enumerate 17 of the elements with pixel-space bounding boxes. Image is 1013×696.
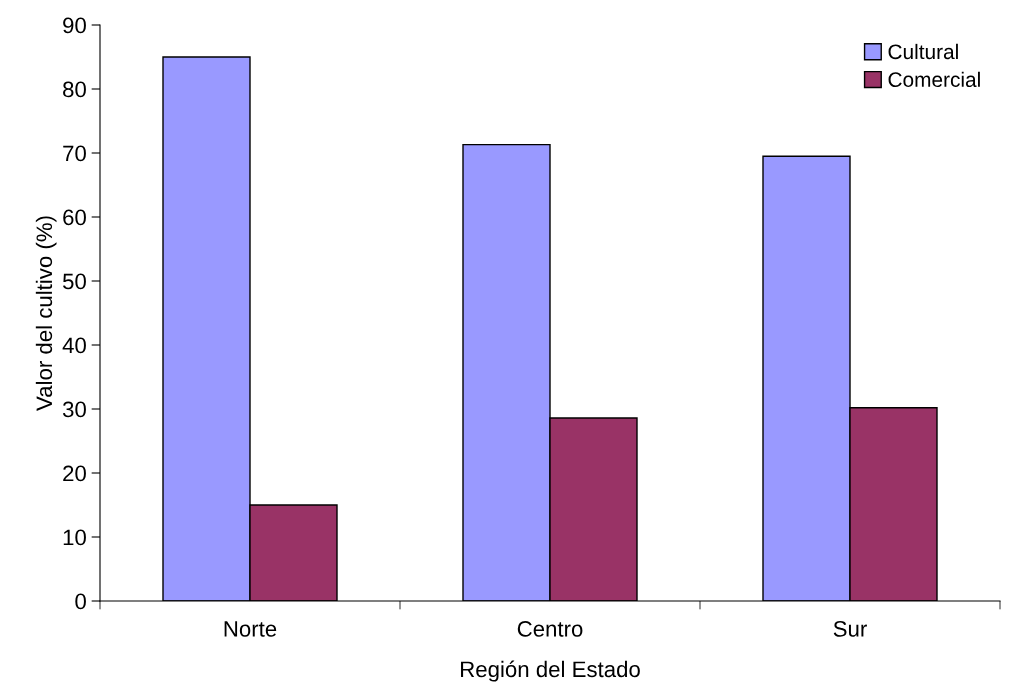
y-axis-title: Valor del cultivo (%)	[35, 216, 57, 411]
x-tick-label: Norte	[224, 621, 277, 637]
y-tick-label: 80	[63, 81, 86, 98]
legend-label: Cultural	[888, 43, 958, 60]
y-tick-label: 30	[62, 401, 86, 418]
y-tick-label: 50	[62, 273, 86, 290]
x-axis-title: Región del Estado	[461, 660, 640, 682]
y-tick-label: 70	[63, 145, 86, 162]
x-tick-label: Sur	[833, 621, 867, 637]
y-tick-label: 90	[63, 17, 86, 34]
y-tick-label: 60	[63, 209, 86, 226]
y-tick-label: 40	[62, 337, 86, 354]
y-tick-label: 0	[75, 593, 86, 610]
y-tick-label: 20	[63, 465, 86, 482]
x-tick-label: Centro	[517, 621, 583, 637]
legend-label: Comercial	[888, 71, 980, 88]
y-tick-label: 10	[63, 529, 86, 546]
